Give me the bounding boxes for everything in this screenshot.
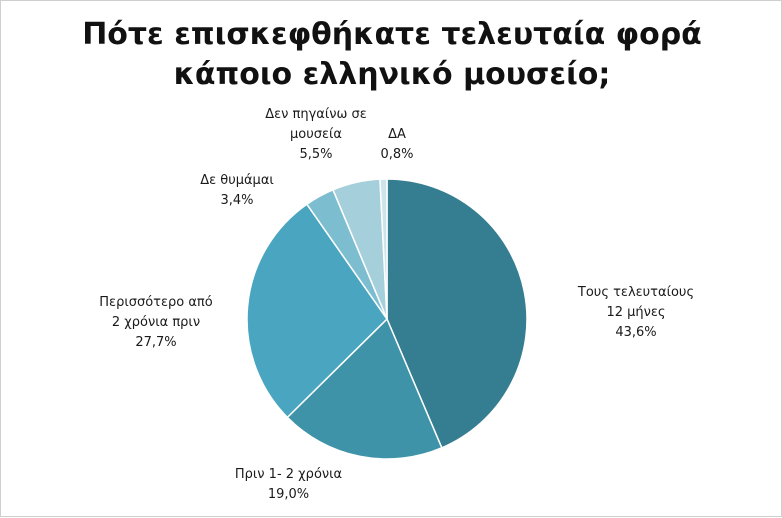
slice-label-text: 12 μήνες [606, 305, 666, 320]
slice-label-last-12-months: Τους τελευταίους 12 μήνες 43,6% [561, 283, 711, 343]
chart-title: Πότε επισκεφθήκατε τελευταία φορά κάποιο… [1, 15, 782, 95]
slice-value-label: 3,4% [220, 193, 254, 208]
slice-last-12-months [386, 178, 528, 449]
slice-value-label: 19,0% [267, 487, 310, 502]
slice-value-label: 5,5% [299, 147, 333, 162]
slice-label-text: 2 χρόνια πριν [111, 315, 201, 330]
slice-label-dont-go-to-museums: Δεν πηγαίνω σε μουσεία 5,5% [251, 105, 381, 165]
slice-label-text: Τους τελευταίους [577, 285, 695, 300]
slice-more-than-2-years [246, 203, 388, 419]
slice-label-text: Δεν πηγαίνω σε [265, 107, 367, 122]
slice-1-2-years-ago [286, 317, 443, 460]
slice-value-label: 43,6% [615, 325, 657, 340]
slice-label-more-than-2-years: Περισσότερο από 2 χρόνια πριν 27,7% [71, 293, 241, 353]
slice-label-text: Δε θυμάμαι [200, 173, 274, 188]
slice-label-text: ΔΑ [388, 127, 406, 142]
slice-label-text: μουσεία [290, 127, 342, 142]
slice-value-label: 27,7% [135, 335, 177, 350]
chart-title-line-1: Πότε επισκεφθήκατε τελευταία φορά [82, 17, 702, 52]
slice-label-text: Περισσότερο από [99, 295, 213, 310]
slice-label-no-answer: ΔΑ 0,8% [369, 125, 425, 165]
slice-label-1-2-years-ago: Πριν 1- 2 χρόνια 19,0% [201, 465, 376, 505]
slice-label-text: Πριν 1- 2 χρόνια [234, 467, 343, 482]
chart-title-line-2: κάποιο ελληνικό μουσείο; [173, 57, 611, 92]
slice-value-label: 0,8% [380, 147, 414, 162]
slice-label-dont-remember: Δε θυμάμαι 3,4% [187, 171, 287, 211]
slice-no-answer [379, 178, 388, 320]
